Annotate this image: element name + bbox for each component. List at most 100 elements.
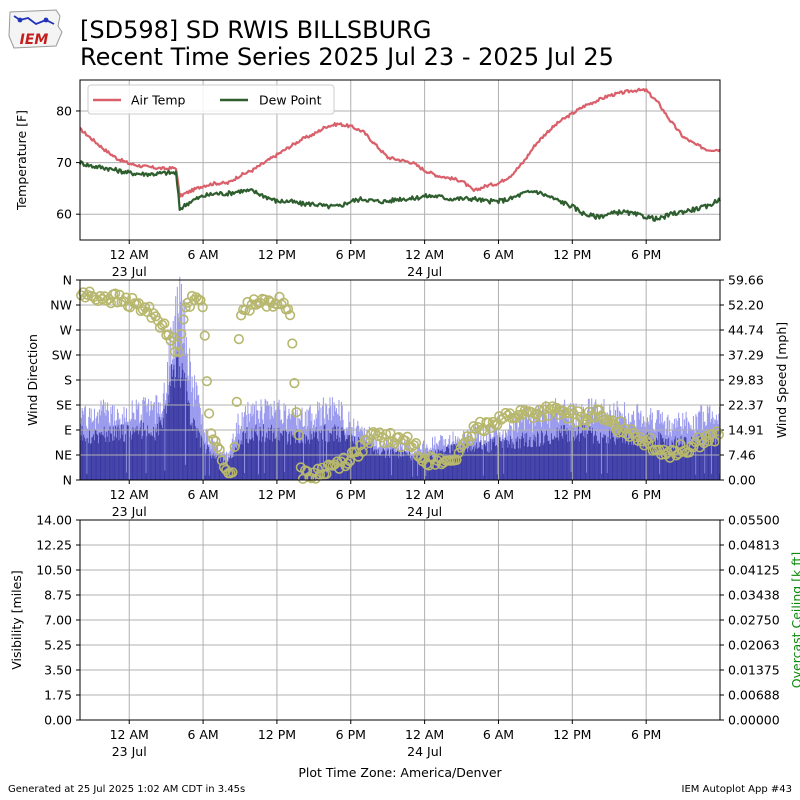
wind-speed-bar: [406, 452, 408, 480]
wind-speed-bar: [361, 447, 363, 480]
gust-bar: [539, 405, 541, 480]
wind-speed-bar: [288, 433, 290, 480]
wind-speed-bar: [109, 426, 111, 480]
wind-speed-bar: [108, 442, 110, 480]
x-tick-label: 12 AM: [405, 487, 444, 502]
wind-speed-bar: [174, 387, 176, 480]
wind-speed-bar: [254, 432, 256, 480]
wind-speed-bar: [180, 377, 182, 480]
wind-speed-bar: [149, 435, 151, 480]
wind-direction-point: [289, 378, 300, 389]
wind-speed-bar: [663, 442, 665, 480]
gust-bar: [196, 385, 198, 480]
wind-speed-bar: [500, 441, 502, 480]
speed-tick-label: 44.74: [728, 323, 764, 338]
wind-speed-bar: [465, 444, 467, 480]
wind-speed-bar: [377, 453, 379, 480]
wind-speed-bar: [181, 363, 183, 480]
wind-speed-bar: [90, 443, 92, 480]
wind-speed-bar: [686, 448, 688, 480]
wind-speed-bar: [176, 355, 178, 480]
wind-speed-bar: [126, 424, 128, 480]
wind-direction-point: [543, 410, 554, 422]
gust-bar: [586, 414, 588, 480]
wind-speed-bar: [581, 432, 583, 480]
wind-speed-bar: [607, 436, 609, 480]
wind-speed-bar: [205, 453, 207, 480]
footer-generated: Generated at 25 Jul 2025 1:02 AM CDT in …: [8, 784, 246, 795]
wind-speed-bar: [387, 448, 389, 480]
wind-speed-bar: [496, 474, 498, 480]
wind-speed-bar: [664, 444, 666, 480]
wind-speed-bar: [616, 433, 618, 480]
wind-direction-point: [453, 447, 464, 459]
wind-direction-point: [615, 416, 626, 427]
ceiling-tick-label: 0.04813: [728, 538, 780, 553]
wind-speed-bar: [703, 445, 705, 480]
gust-bar: [199, 407, 201, 480]
wind-speed-bar: [376, 449, 378, 480]
wind-speed-bar: [509, 444, 511, 480]
wind-speed-bar: [139, 427, 141, 480]
gust-bar: [125, 408, 127, 480]
wind-speed-bar: [404, 451, 406, 480]
wind-direction-point: [572, 406, 584, 417]
direction-tick-label: NE: [55, 448, 72, 463]
wind-speed-bar: [493, 438, 495, 480]
wind-speed-bar: [140, 420, 142, 480]
wind-speed-bar: [186, 391, 188, 480]
wind-speed-bar: [238, 439, 240, 480]
wind-speed-bar: [464, 444, 466, 480]
wind-speed-bar: [505, 439, 507, 480]
wind-speed-bar: [358, 439, 360, 480]
gust-bar: [519, 414, 521, 480]
wind-speed-bar: [354, 444, 356, 480]
wind-speed-bar: [523, 446, 525, 480]
wind-speed-bar: [136, 425, 138, 480]
wind-speed-bar: [700, 435, 702, 480]
wind-speed-bar: [356, 448, 358, 480]
gust-bar: [570, 424, 572, 480]
wind-speed-bar: [564, 425, 566, 480]
wind-speed-bar: [592, 428, 594, 480]
wind-speed-bar: [270, 427, 272, 480]
wind-speed-bar: [357, 447, 359, 480]
x-tick-label: 12 PM: [553, 487, 591, 502]
wind-speed-bar: [641, 441, 643, 480]
wind-speed-bar: [491, 439, 493, 480]
wind-speed-bar: [691, 436, 693, 480]
wind-speed-bar: [490, 438, 492, 480]
wind-speed-bar: [84, 437, 86, 480]
wind-speed-bar: [120, 438, 122, 480]
wind-speed-bar: [652, 439, 654, 480]
wind-speed-bar: [492, 442, 494, 480]
wind-speed-bar: [475, 448, 477, 480]
wind-speed-bar: [329, 432, 331, 480]
wind-speed-bar: [395, 452, 397, 480]
wind-speed-bar: [84, 441, 86, 480]
wind-speed-bar: [415, 457, 417, 480]
x-date-label: 24 Jul: [407, 504, 442, 519]
x-date-label: 23 Jul: [112, 264, 147, 279]
wind-speed-bar: [434, 453, 436, 480]
wind-direction-point: [500, 407, 511, 419]
wind-speed-bar: [301, 440, 303, 480]
dew-point-line: [78, 160, 721, 222]
wind-speed-bar: [472, 449, 474, 480]
wind-speed-bar: [395, 452, 397, 480]
air-temp-line: [79, 87, 721, 199]
wind-speed-bar: [294, 436, 296, 480]
wind-speed-bar: [401, 449, 403, 480]
gust-bar: [710, 418, 712, 480]
wind-speed-bar: [284, 472, 286, 480]
wind-speed-bar: [683, 437, 685, 480]
wind-direction-point: [159, 318, 170, 329]
wind-speed-bar: [239, 447, 241, 480]
wind-speed-bar: [632, 439, 634, 480]
wind-speed-bar: [707, 435, 709, 480]
wind-speed-bar: [565, 434, 567, 480]
wind-speed-bar: [511, 448, 513, 480]
direction-tick-label: NW: [50, 298, 72, 313]
wind-speed-bar: [375, 454, 377, 480]
wind-speed-bar: [653, 440, 655, 480]
